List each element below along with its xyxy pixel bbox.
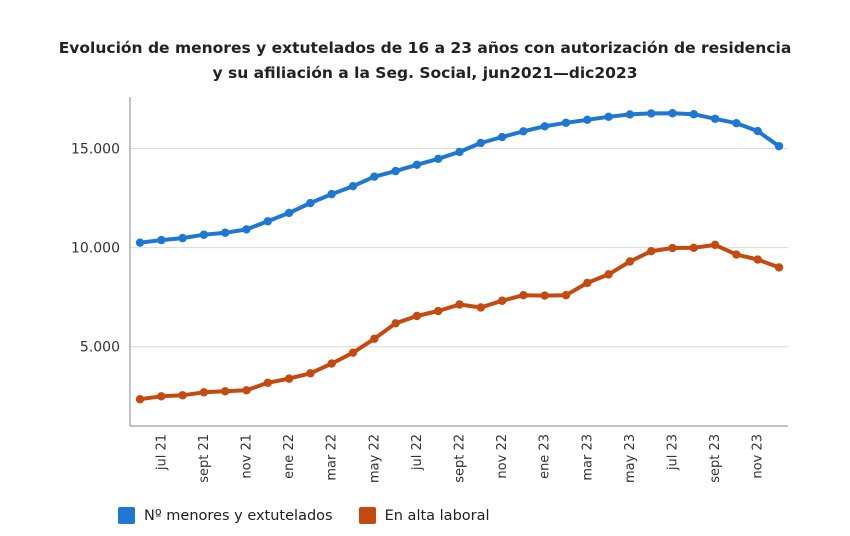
series-0 [135,109,784,247]
x-tick-label: nov 23 [751,434,766,479]
data-point [242,225,251,234]
series-layer [135,109,784,404]
data-point [625,110,635,119]
data-point [221,228,230,237]
data-point [284,374,294,383]
legend-swatch-orange [358,507,376,524]
x-tick-label: nov 21 [240,434,255,479]
y-tick-label: 10.000 [71,241,120,257]
data-point [455,147,464,157]
data-point [497,296,507,305]
data-point [284,208,294,218]
axes: 5.000 10.000 15.000 jul 21 sept 21 nov 21 ene … [71,97,788,483]
data-point [476,138,485,148]
x-tick-label: may 23 [623,434,638,483]
series-line [138,111,781,245]
data-point [519,127,528,136]
data-point [710,240,720,250]
data-point [774,141,784,151]
data-point [135,395,145,404]
data-point [583,278,592,288]
x-tick-label: ene 22 [282,434,297,479]
data-point [135,238,145,247]
data-point [689,243,698,253]
x-tick-label: sept 21 [197,434,212,483]
data-point [327,359,336,368]
data-point [625,257,635,266]
data-point [412,311,422,321]
data-point [178,233,187,243]
data-point [157,235,166,245]
data-point [199,230,209,239]
data-point [753,255,762,264]
data-point [199,388,209,397]
data-point [540,122,549,131]
x-tick-label: mar 22 [325,434,340,481]
y-tick-label: 15.000 [71,142,120,158]
data-point [391,166,400,176]
chart-title-line-1: Evolución de menores y extutelados de 16… [58,39,792,57]
chart-title-line-2: y su afiliación a la Seg. Social, jun202… [212,64,638,82]
data-point [732,250,741,259]
x-tick-label: jul 23 [666,434,681,471]
data-point [157,392,166,401]
data-point [540,291,549,300]
legend-item-menores[interactable]: Nº menores y extutelados [118,507,333,524]
x-tick-label: may 22 [367,434,382,483]
data-point [263,378,272,387]
data-point [221,387,230,396]
data-point [348,348,358,357]
data-point [668,109,677,118]
data-point [774,263,784,272]
data-point [753,126,762,136]
data-point [306,369,315,378]
data-point [178,391,187,400]
data-point [668,243,677,253]
legend-label-menores: Nº menores y extutelados [144,507,333,524]
x-tick-label: sept 22 [453,434,468,483]
legend: Nº menores y extutelados En alta laboral [118,507,516,524]
data-point [497,132,507,142]
data-point [647,246,656,256]
data-point [348,181,358,191]
x-tick-label: jul 21 [154,434,169,471]
data-point [732,118,741,128]
data-point [561,118,571,127]
data-point [583,115,592,124]
data-point [306,198,315,208]
chart-title: Evolución de menores y extutelados de 16… [0,36,850,86]
data-point [689,110,698,119]
data-point [455,300,464,309]
legend-label-alta-laboral: En alta laboral [384,507,490,524]
data-point [327,189,336,199]
data-point [561,290,571,300]
data-point [370,172,379,181]
x-tick-label: nov 22 [495,434,510,479]
data-point [434,306,443,316]
data-point [604,270,613,279]
data-point [604,112,613,122]
legend-item-alta-laboral[interactable]: En alta laboral [358,507,490,524]
data-point [476,303,485,312]
data-point [242,386,251,395]
y-tick-label: 5.000 [80,340,120,356]
data-point [519,290,528,300]
data-point [263,217,272,226]
x-tick-label: mar 23 [580,434,595,481]
x-tick-label: sept 23 [708,434,723,483]
data-point [647,109,656,118]
data-point [434,154,443,164]
legend-swatch-blue [118,507,135,524]
x-tick-label: jul 22 [410,434,425,471]
data-point [710,114,720,124]
x-tick-label: ene 23 [538,434,553,479]
series-1 [135,240,784,404]
data-point [412,160,422,169]
data-point [391,319,400,328]
data-point [370,334,379,343]
series-line [138,242,781,402]
